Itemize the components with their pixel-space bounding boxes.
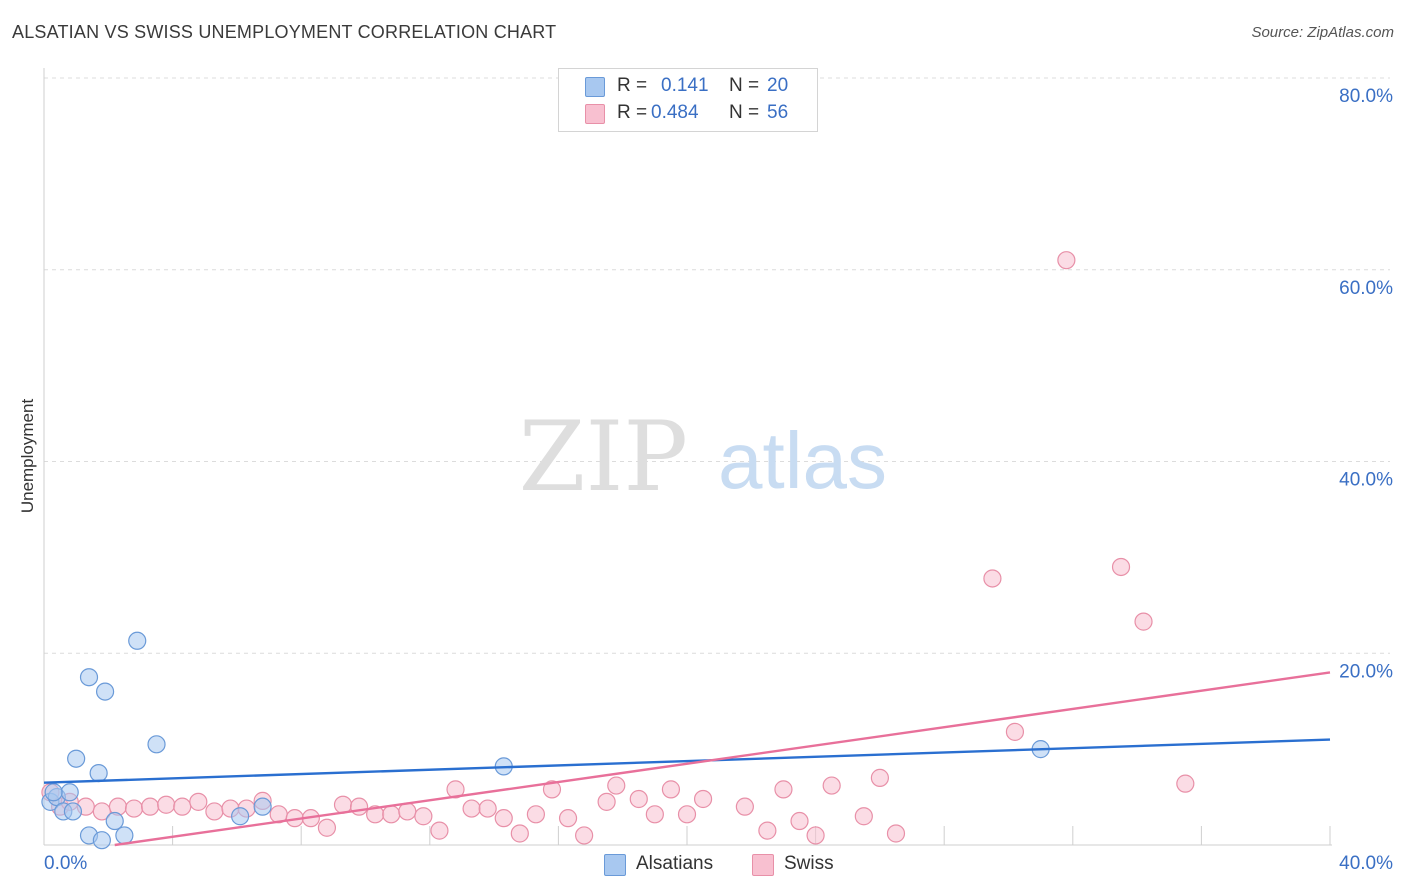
point-swiss [661, 780, 681, 799]
point-alsatians [128, 631, 147, 650]
point-swiss [822, 776, 841, 795]
legend-n-value: 56 [767, 102, 789, 123]
point-swiss [430, 821, 449, 840]
source-label: Source: ZipAtlas.com [1251, 24, 1394, 41]
axes [43, 68, 1332, 846]
point-swiss [462, 799, 481, 818]
y-tick-label: 40.0% [1339, 470, 1393, 491]
point-swiss [806, 826, 825, 845]
point-swiss [886, 824, 906, 843]
point-swiss [558, 809, 578, 828]
point-alsatians [147, 735, 166, 754]
point-swiss [645, 805, 664, 824]
point-alsatians [89, 763, 108, 783]
bottom-legend-swatch-alsatians [604, 854, 626, 876]
point-swiss [157, 795, 176, 814]
tick-labels: 20.0% 40.0% 60.0% 80.0% 0.0% 40.0% [44, 86, 1393, 874]
point-swiss [607, 776, 626, 795]
bottom-legend-swatch-swiss [752, 854, 774, 876]
legend-n-label: N = [729, 102, 760, 123]
point-swiss [189, 792, 208, 811]
point-swiss [205, 802, 224, 821]
trend-line-swiss [114, 671, 1331, 847]
point-swiss [1134, 612, 1153, 631]
point-swiss [597, 792, 616, 811]
point-alsatians [95, 682, 115, 701]
point-alsatians [44, 783, 63, 802]
watermark: ZIP atlas [519, 401, 887, 513]
point-swiss [758, 821, 777, 840]
legend-swatch-alsatians [585, 77, 605, 97]
point-swiss [870, 768, 890, 787]
point-swiss [446, 780, 465, 799]
y-tick-label: 80.0% [1339, 86, 1393, 107]
point-swiss [414, 807, 433, 826]
data-points [41, 251, 1195, 850]
point-swiss [774, 780, 793, 799]
x-tick-label: 0.0% [44, 853, 87, 874]
legend-r-label: R = [617, 102, 648, 123]
point-alsatians [92, 831, 111, 850]
point-swiss [349, 797, 369, 816]
trend-lines [43, 671, 1331, 847]
bottom-legend-label-alsatians: Alsatians [636, 853, 714, 874]
legend-r-value: 0.141 [661, 75, 709, 96]
legend-n-label: N = [729, 75, 760, 96]
point-alsatians [60, 783, 79, 802]
point-swiss [1111, 557, 1131, 577]
point-swiss [140, 797, 160, 816]
point-swiss [478, 799, 497, 818]
point-swiss [494, 809, 513, 828]
point-swiss [854, 807, 873, 826]
legend-swatch-swiss [585, 104, 605, 124]
point-swiss [526, 805, 545, 824]
legend-n-value: 20 [767, 75, 789, 96]
point-alsatians [115, 826, 134, 845]
watermark-zip: ZIP [519, 401, 688, 513]
watermark-atlas: atlas [718, 416, 887, 505]
y-tick-label: 60.0% [1339, 278, 1393, 299]
y-axis-label: Unemployment [18, 398, 37, 514]
point-alsatians [67, 749, 86, 768]
point-alsatians [253, 797, 272, 816]
point-swiss [693, 789, 713, 809]
point-swiss [173, 797, 192, 816]
point-swiss [735, 797, 754, 816]
point-swiss [677, 805, 697, 824]
legend-r-label: R = [617, 75, 648, 96]
point-swiss [124, 799, 144, 818]
point-alsatians [231, 807, 250, 826]
correlation-legend: R = 0.141 N = 20 R = 0.484 N = 56 [558, 68, 818, 132]
point-swiss [510, 824, 529, 843]
legend-r-value: 0.484 [651, 102, 699, 123]
x-tick-label: 40.0% [1339, 853, 1393, 874]
point-alsatians [63, 802, 83, 821]
y-tick-label: 20.0% [1339, 661, 1393, 682]
chart-title: ALSATIAN VS SWISS UNEMPLOYMENT CORRELATI… [12, 22, 557, 42]
bottom-legend-label-swiss: Swiss [784, 853, 834, 874]
gridlines [44, 77, 1390, 654]
point-swiss [790, 811, 809, 831]
point-swiss [983, 569, 1002, 588]
point-swiss [1005, 722, 1025, 741]
point-swiss [1057, 251, 1076, 270]
point-swiss [317, 818, 337, 837]
point-alsatians [105, 811, 124, 831]
point-alsatians [79, 668, 99, 687]
trend-line-alsatians [43, 738, 1331, 784]
point-swiss [629, 789, 648, 809]
point-swiss [542, 780, 562, 799]
point-swiss [575, 826, 594, 845]
point-swiss [382, 805, 401, 824]
point-swiss [1176, 774, 1195, 793]
